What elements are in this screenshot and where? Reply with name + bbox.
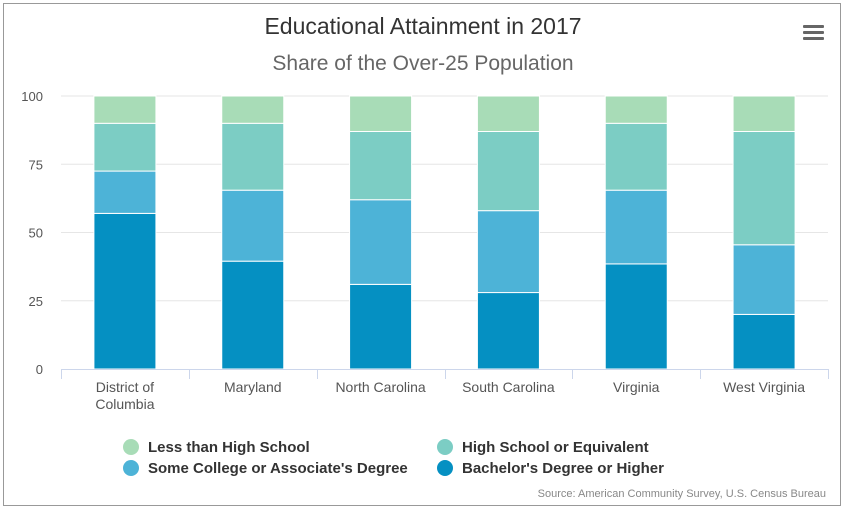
legend-marker[interactable]	[123, 439, 139, 455]
bar-segment[interactable]	[604, 189, 668, 265]
y-tick-label: 0	[36, 362, 43, 377]
y-tick-label: 25	[29, 294, 43, 309]
legend: Less than High School High School or Equi…	[123, 439, 664, 477]
bar-segment[interactable]	[349, 283, 413, 370]
x-category-label: District of	[96, 379, 154, 395]
bar-segment[interactable]	[476, 95, 540, 132]
legend-label[interactable]: Bachelor's Degree or Higher	[462, 460, 664, 477]
bar-segment[interactable]	[732, 313, 796, 370]
bar-segment[interactable]	[349, 95, 413, 132]
y-tick-label: 100	[21, 89, 43, 104]
bar-segment[interactable]	[221, 95, 285, 124]
bar-segment[interactable]	[604, 263, 668, 370]
bar-segment[interactable]	[732, 130, 796, 246]
gridlines	[61, 95, 828, 302]
legend-marker[interactable]	[437, 460, 453, 476]
bar-segment[interactable]	[221, 260, 285, 370]
y-axis-ticks: 0 25 50 75 100	[21, 89, 43, 377]
legend-marker[interactable]	[123, 460, 139, 476]
bar-segment[interactable]	[349, 199, 413, 285]
bar-segment[interactable]	[221, 122, 285, 191]
bar-segment[interactable]	[604, 95, 668, 124]
legend-label[interactable]: Less than High School	[148, 439, 310, 456]
y-tick-label: 50	[29, 226, 43, 241]
legend-label[interactable]: High School or Equivalent	[462, 439, 649, 456]
x-category-label: Virginia	[613, 379, 660, 395]
bar-segment[interactable]	[93, 170, 157, 214]
bar-segment[interactable]	[604, 122, 668, 191]
bar-segment[interactable]	[93, 212, 157, 370]
x-category-label: Columbia	[95, 396, 154, 412]
legend-label[interactable]: Some College or Associate's Degree	[148, 460, 408, 477]
x-category-label: North Carolina	[335, 379, 425, 395]
hamburger-menu-icon[interactable]	[801, 22, 825, 44]
x-category-label: South Carolina	[462, 379, 555, 395]
bar-segment[interactable]	[476, 130, 540, 212]
bar-segment[interactable]	[476, 210, 540, 294]
bar-segment[interactable]	[349, 130, 413, 201]
bar-segment[interactable]	[732, 244, 796, 315]
bar-segment[interactable]	[93, 95, 157, 124]
bar-segment[interactable]	[476, 292, 540, 370]
x-category-label: Maryland	[224, 379, 282, 395]
source-note: Source: American Community Survey, U.S. …	[538, 488, 826, 500]
y-tick-label: 75	[29, 157, 43, 172]
chart-subtitle: Share of the Over-25 Population	[272, 52, 573, 75]
legend-marker[interactable]	[437, 439, 453, 455]
bar-segment[interactable]	[221, 189, 285, 262]
x-category-label: West Virginia	[723, 379, 805, 395]
chart-title: Educational Attainment in 2017	[264, 13, 581, 39]
bars	[93, 95, 796, 370]
bar-segment[interactable]	[93, 122, 157, 172]
bar-segment[interactable]	[732, 95, 796, 132]
